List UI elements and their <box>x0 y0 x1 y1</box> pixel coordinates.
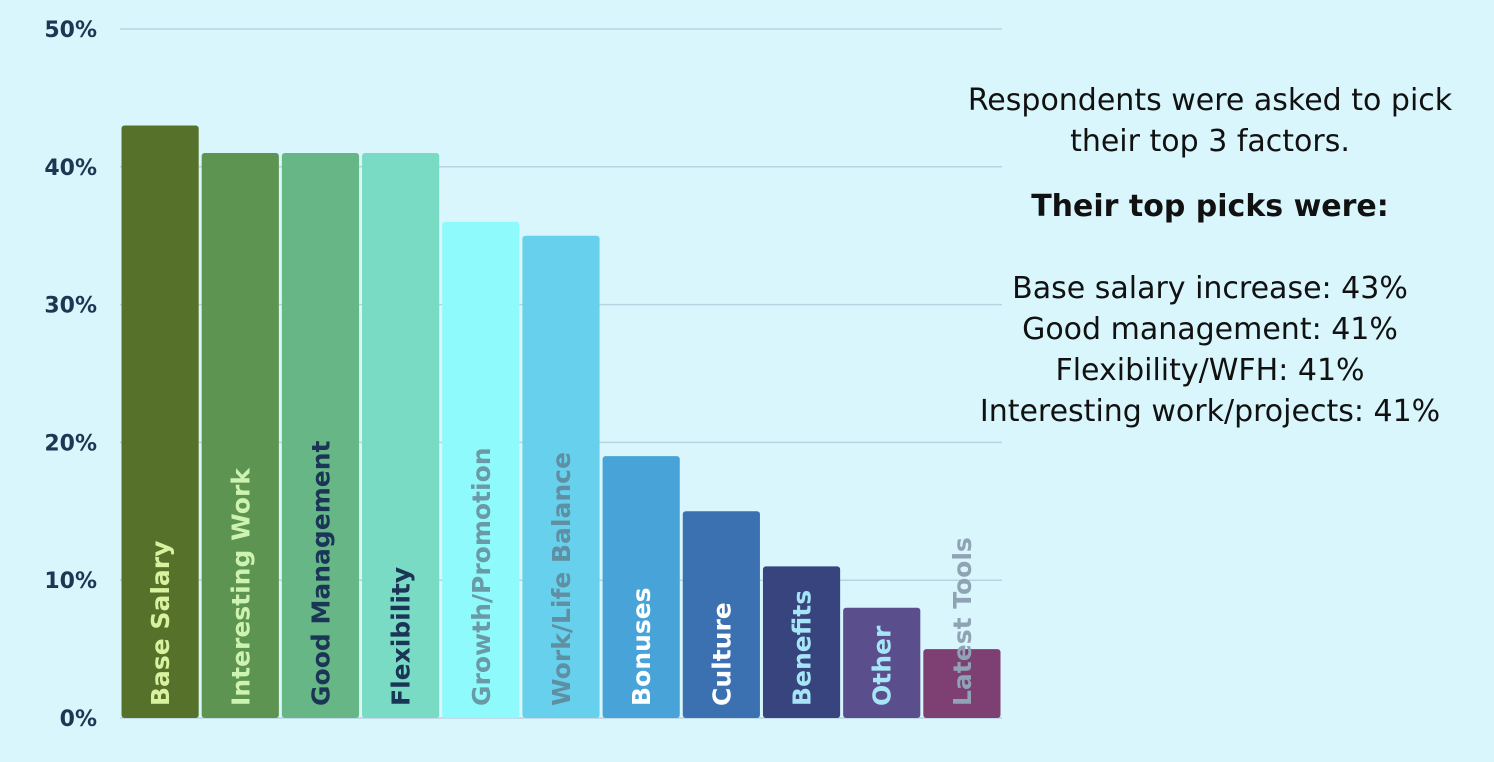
bar <box>762 566 841 718</box>
bar-category-label: Other <box>868 625 897 706</box>
bars <box>121 125 1001 719</box>
bar-category-label: Bonuses <box>627 587 656 706</box>
note-heading: Their top picks were: <box>1031 189 1389 224</box>
bar-labels: Base Salary Interesting Work Good Manageme… <box>146 440 977 706</box>
bar <box>522 235 600 718</box>
bar <box>682 511 760 718</box>
bar-category-label: Flexibility <box>387 567 416 706</box>
annotation-panel: Respondents were asked to pick their top… <box>930 80 1490 432</box>
y-tick-label: 20% <box>44 431 97 456</box>
bar <box>121 125 199 718</box>
bar-category-label: Work/Life Balance <box>547 452 576 706</box>
y-tick-label: 50% <box>44 18 97 43</box>
bar <box>362 153 440 718</box>
y-tick-label: 30% <box>44 294 97 319</box>
bar <box>602 456 680 718</box>
note-pick: Base salary increase: 43% <box>1012 271 1408 306</box>
bar-category-label: Latest Tools <box>948 537 977 706</box>
y-tick-label: 10% <box>44 569 97 594</box>
bar-category-label: Good Management <box>306 440 335 706</box>
bar <box>281 153 360 718</box>
y-axis-ticks: 0% 10% 20% 30% 40% 50% <box>44 18 97 732</box>
bar <box>923 649 1001 718</box>
bar-category-label: Benefits <box>788 590 817 706</box>
bar <box>843 607 921 718</box>
y-tick-label: 0% <box>60 707 97 732</box>
y-tick-label: 40% <box>44 156 97 181</box>
bar <box>201 153 279 718</box>
bar-category-label: Base Salary <box>146 541 175 706</box>
bar-category-label: Culture <box>707 602 736 706</box>
note-intro: Respondents were asked to pick their top… <box>967 83 1453 159</box>
bar <box>442 221 520 719</box>
note-pick: Good management: 41% <box>1022 312 1398 347</box>
bar-category-label: Interesting Work <box>226 467 255 706</box>
bar-chart: 0% 10% 20% 30% 40% 50% Base Salary Interesting… <box>44 18 1002 732</box>
note-pick: Flexibility/WFH: 41% <box>1055 353 1365 388</box>
note-pick: Interesting work/projects: 41% <box>979 394 1441 429</box>
bar-category-label: Growth/Promotion <box>467 447 496 706</box>
